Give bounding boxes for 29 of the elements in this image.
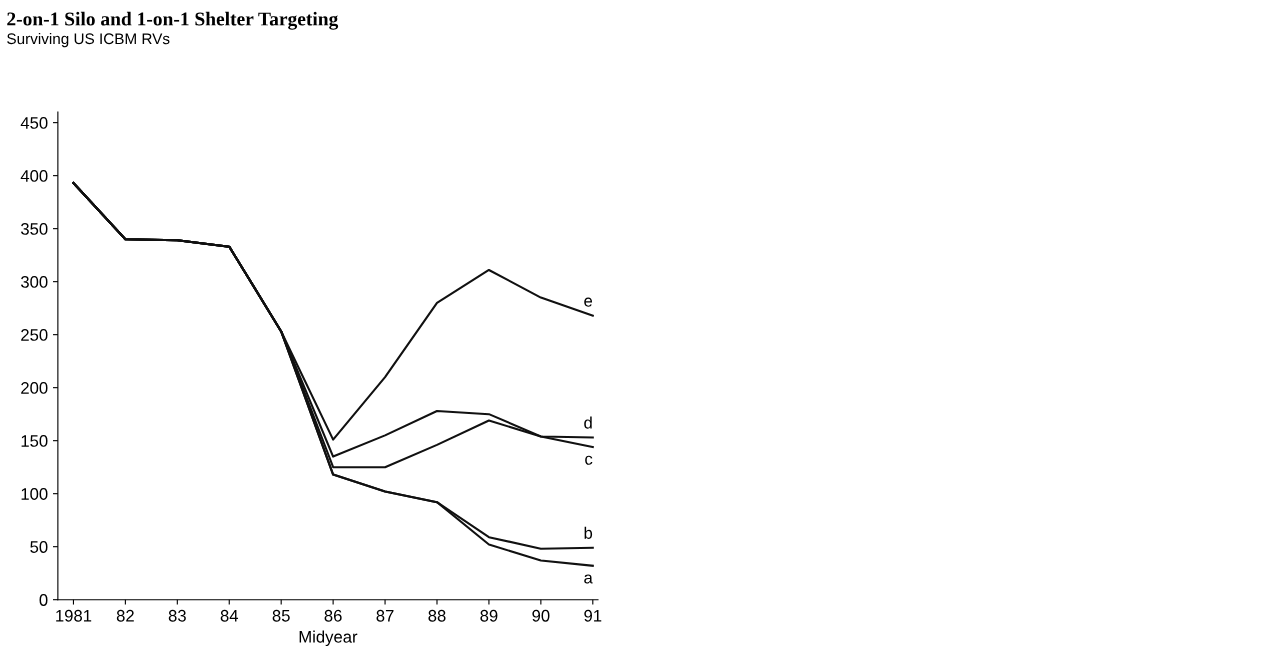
x-tick-label: 1981 xyxy=(56,609,92,622)
y-tick-label: 100 xyxy=(21,488,48,500)
y-tick-label: 50 xyxy=(30,541,48,553)
y-tick-label: 150 xyxy=(21,435,48,447)
x-tick-label: 85 xyxy=(272,609,290,622)
y-tick-label: 250 xyxy=(21,329,48,341)
y-tick-label: 400 xyxy=(20,170,48,182)
x-tick-label: 87 xyxy=(376,609,394,622)
y-tick-label: 450 xyxy=(20,117,48,129)
x-tick-label: 91 xyxy=(584,609,602,622)
x-tick-label: 90 xyxy=(532,609,550,622)
x-tick-label: 89 xyxy=(480,609,498,622)
series-label: d xyxy=(584,416,592,429)
x-tick-label: 82 xyxy=(116,609,134,622)
chart-title: 2-on-1 Silo and 1-on-1 Shelter Targeting xyxy=(7,11,339,30)
y-tick-label: 0 xyxy=(39,594,48,606)
series-label: e xyxy=(584,297,593,307)
series-label: b xyxy=(584,526,593,539)
x-tick-label: 88 xyxy=(428,609,446,622)
y-tick-label: 350 xyxy=(20,223,48,235)
x-tick-label: 86 xyxy=(324,609,342,622)
y-tick-label: 200 xyxy=(21,382,48,394)
y-tick-label: 300 xyxy=(20,276,48,288)
series-label: a xyxy=(584,574,593,584)
x-axis-title: Midyear xyxy=(299,630,358,647)
series-label: c xyxy=(585,455,593,465)
x-tick-label: 84 xyxy=(220,609,239,622)
x-tick-label: 83 xyxy=(168,609,186,622)
chart-subtitle: Surviving US ICBM RVs xyxy=(7,32,170,48)
